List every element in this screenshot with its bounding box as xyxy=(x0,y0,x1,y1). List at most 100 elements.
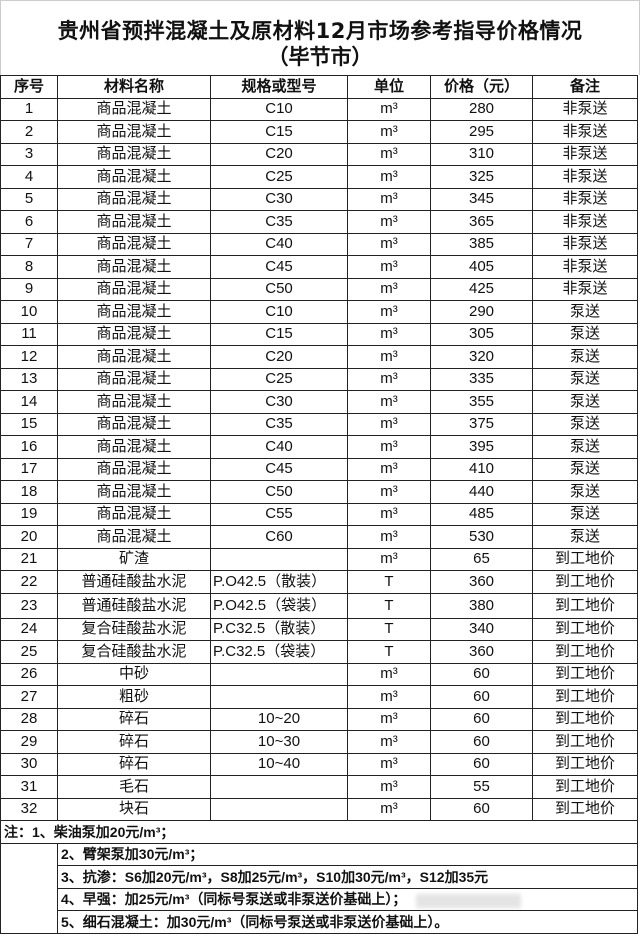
cell-remark: 泵送 xyxy=(532,300,638,324)
table-row: 20 商品混凝土 C60 m³ 530 泵送 xyxy=(0,525,638,549)
cell-spec: P.O42.5（袋装） xyxy=(210,592,348,619)
cell-spec: C10 xyxy=(210,97,348,121)
cell-index: 18 xyxy=(0,480,58,504)
cell-price: 320 xyxy=(430,345,533,369)
table-row: 17 商品混凝土 C45 m³ 410 泵送 xyxy=(0,457,638,481)
cell-spec: C35 xyxy=(210,412,348,436)
cell-remark: 非泵送 xyxy=(532,165,638,189)
cell-material: 商品混凝土 xyxy=(57,502,211,526)
cell-unit: m³ xyxy=(347,797,431,821)
cell-spec: C45 xyxy=(210,457,348,481)
table-row: 12 商品混凝土 C20 m³ 320 泵送 xyxy=(0,345,638,369)
cell-material: 商品混凝土 xyxy=(57,525,211,549)
cell-price: 60 xyxy=(430,752,533,776)
cell-index: 28 xyxy=(0,707,58,731)
price-table: 序号 材料名称 规格或型号 单位 价格（元） 备注 1 商品混凝土 C10 m³ 280… xyxy=(0,75,638,934)
note-3: 3、抗渗：S6加20元/m³，S8加25元/m³，S10加30元/m³，S12加… xyxy=(57,865,638,889)
cell-material: 商品混凝土 xyxy=(57,457,211,481)
cell-remark: 泵送 xyxy=(532,412,638,436)
cell-price: 60 xyxy=(430,797,533,821)
cell-remark: 到工地价 xyxy=(532,547,638,571)
cell-spec: 10~30 xyxy=(210,730,348,754)
cell-index: 21 xyxy=(0,547,58,571)
cell-spec: P.C32.5（袋装） xyxy=(210,640,348,664)
cell-unit: m³ xyxy=(347,367,431,391)
cell-price: 305 xyxy=(430,322,533,346)
header-remark: 备注 xyxy=(532,75,638,99)
cell-material: 矿渣 xyxy=(57,547,211,571)
cell-index: 26 xyxy=(0,662,58,686)
cell-spec: C40 xyxy=(210,232,348,256)
cell-remark: 泵送 xyxy=(532,435,638,459)
cell-material: 粗砂 xyxy=(57,685,211,709)
cell-price: 365 xyxy=(430,210,533,234)
note-row: 注：1、柴油泵加20元/m³； xyxy=(0,820,638,844)
table-row: 14 商品混凝土 C30 m³ 355 泵送 xyxy=(0,390,638,414)
cell-remark: 泵送 xyxy=(532,480,638,504)
cell-index: 10 xyxy=(0,300,58,324)
title-line-2: （毕节市） xyxy=(267,45,373,69)
cell-unit: m³ xyxy=(347,707,431,731)
cell-price: 440 xyxy=(430,480,533,504)
cell-unit: m³ xyxy=(347,547,431,571)
cell-index: 6 xyxy=(0,210,58,234)
table-row: 24 复合硅酸盐水泥 P.C32.5（散装） T 340 到工地价 xyxy=(0,617,638,641)
cell-price: 355 xyxy=(430,390,533,414)
header-index: 序号 xyxy=(0,75,58,99)
cell-price: 60 xyxy=(430,685,533,709)
table-row: 1 商品混凝土 C10 m³ 280 非泵送 xyxy=(0,97,638,121)
cell-remark: 泵送 xyxy=(532,390,638,414)
cell-remark: 非泵送 xyxy=(532,277,638,301)
cell-remark: 到工地价 xyxy=(532,730,638,754)
cell-spec: C30 xyxy=(210,390,348,414)
cell-remark: 泵送 xyxy=(532,345,638,369)
cell-index: 29 xyxy=(0,730,58,754)
cell-index: 17 xyxy=(0,457,58,481)
header-spec: 规格或型号 xyxy=(210,75,348,99)
cell-remark: 非泵送 xyxy=(532,232,638,256)
cell-index: 20 xyxy=(0,525,58,549)
cell-material: 块石 xyxy=(57,797,211,821)
cell-index: 27 xyxy=(0,685,58,709)
cell-material: 毛石 xyxy=(57,775,211,799)
cell-index: 15 xyxy=(0,412,58,436)
cell-material: 商品混凝土 xyxy=(57,255,211,279)
cell-price: 385 xyxy=(430,232,533,256)
cell-material: 碎石 xyxy=(57,730,211,754)
cell-unit: m³ xyxy=(347,255,431,279)
cell-unit: m³ xyxy=(347,120,431,144)
cell-unit: m³ xyxy=(347,457,431,481)
cell-unit: m³ xyxy=(347,277,431,301)
cell-remark: 非泵送 xyxy=(532,97,638,121)
cell-material: 中砂 xyxy=(57,662,211,686)
cell-unit: T xyxy=(347,617,431,641)
cell-spec xyxy=(210,685,348,709)
note-row: 4、早强：加25元/m³（同标号泵送或非泵送价基础上）； xyxy=(1,887,638,911)
cell-spec: C10 xyxy=(210,300,348,324)
cell-spec: C25 xyxy=(210,367,348,391)
cell-index: 25 xyxy=(0,640,58,664)
header-unit: 单位 xyxy=(347,75,431,99)
cell-spec: C15 xyxy=(210,120,348,144)
cell-price: 340 xyxy=(430,617,533,641)
table-row: 32 块石 m³ 60 到工地价 xyxy=(0,797,638,821)
cell-remark: 到工地价 xyxy=(532,592,638,619)
cell-price: 65 xyxy=(430,547,533,571)
cell-unit: m³ xyxy=(347,730,431,754)
table-row: 22 普通硅酸盐水泥 P.O42.5（散装） T 360 到工地价 xyxy=(0,570,638,594)
cell-spec xyxy=(210,547,348,571)
cell-material: 商品混凝土 xyxy=(57,345,211,369)
table-row: 7 商品混凝土 C40 m³ 385 非泵送 xyxy=(0,232,638,256)
cell-remark: 泵送 xyxy=(532,525,638,549)
cell-material: 商品混凝土 xyxy=(57,367,211,391)
cell-remark: 泵送 xyxy=(532,502,638,526)
cell-price: 60 xyxy=(430,662,533,686)
cell-spec xyxy=(210,775,348,799)
cell-remark: 非泵送 xyxy=(532,120,638,144)
cell-index: 3 xyxy=(0,142,58,166)
cell-spec: 10~20 xyxy=(210,707,348,731)
cell-index: 1 xyxy=(0,97,58,121)
table-row: 29 碎石 10~30 m³ 60 到工地价 xyxy=(0,730,638,754)
cell-price: 290 xyxy=(430,300,533,324)
cell-remark: 泵送 xyxy=(532,457,638,481)
